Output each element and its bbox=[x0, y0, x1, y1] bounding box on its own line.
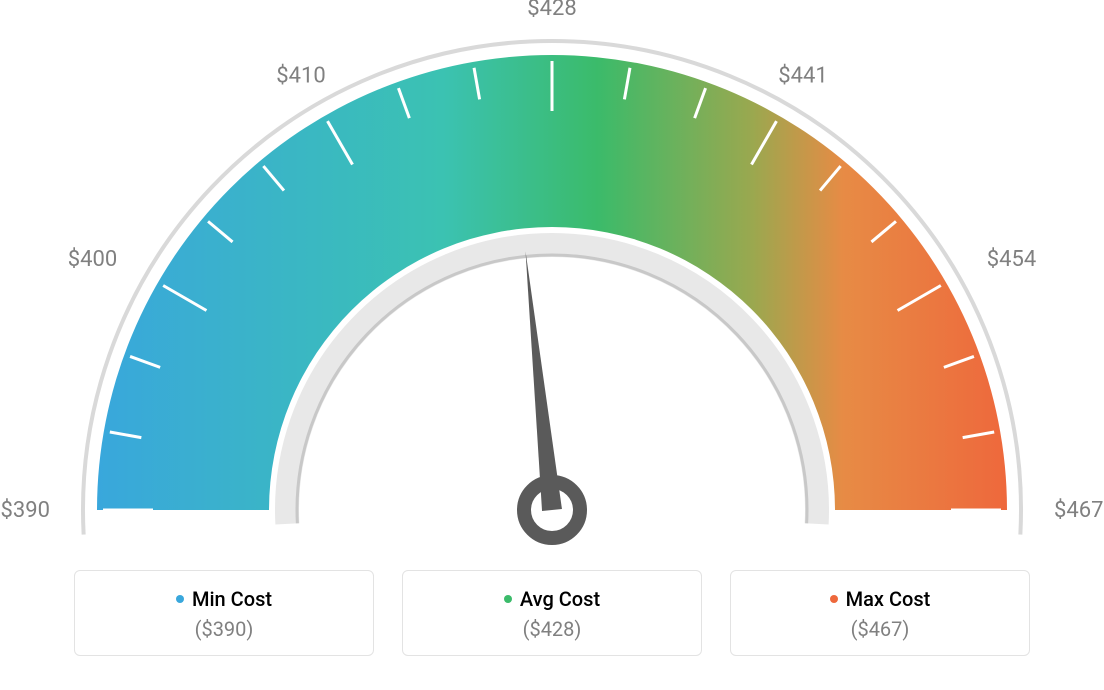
legend-title-avg: Avg Cost bbox=[504, 587, 600, 611]
svg-text:$400: $400 bbox=[68, 247, 117, 272]
legend-dot-max bbox=[830, 595, 838, 603]
legend-card-min: Min Cost ($390) bbox=[74, 570, 374, 656]
svg-text:$441: $441 bbox=[778, 63, 827, 88]
legend-row: Min Cost ($390) Avg Cost ($428) Max Cost… bbox=[0, 570, 1104, 656]
legend-card-max: Max Cost ($467) bbox=[730, 570, 1030, 656]
legend-value-max: ($467) bbox=[731, 617, 1029, 641]
legend-title-min: Min Cost bbox=[176, 587, 272, 611]
legend-value-avg: ($428) bbox=[403, 617, 701, 641]
legend-card-avg: Avg Cost ($428) bbox=[402, 570, 702, 656]
legend-label-avg: Avg Cost bbox=[520, 587, 600, 611]
legend-value-min: ($390) bbox=[75, 617, 373, 641]
legend-label-min: Min Cost bbox=[192, 587, 272, 611]
legend-label-max: Max Cost bbox=[846, 587, 931, 611]
svg-text:$467: $467 bbox=[1054, 498, 1103, 523]
svg-text:$390: $390 bbox=[1, 498, 50, 523]
svg-text:$410: $410 bbox=[276, 63, 325, 88]
gauge-container: $390 $400 $410 $428 $441 $454 $467 bbox=[0, 0, 1104, 560]
legend-dot-min bbox=[176, 595, 184, 603]
legend-title-max: Max Cost bbox=[830, 587, 931, 611]
svg-text:$454: $454 bbox=[987, 247, 1036, 272]
legend-dot-avg bbox=[504, 595, 512, 603]
svg-text:$428: $428 bbox=[527, 0, 576, 21]
gauge-svg: $390 $400 $410 $428 $441 $454 $467 bbox=[0, 0, 1104, 560]
